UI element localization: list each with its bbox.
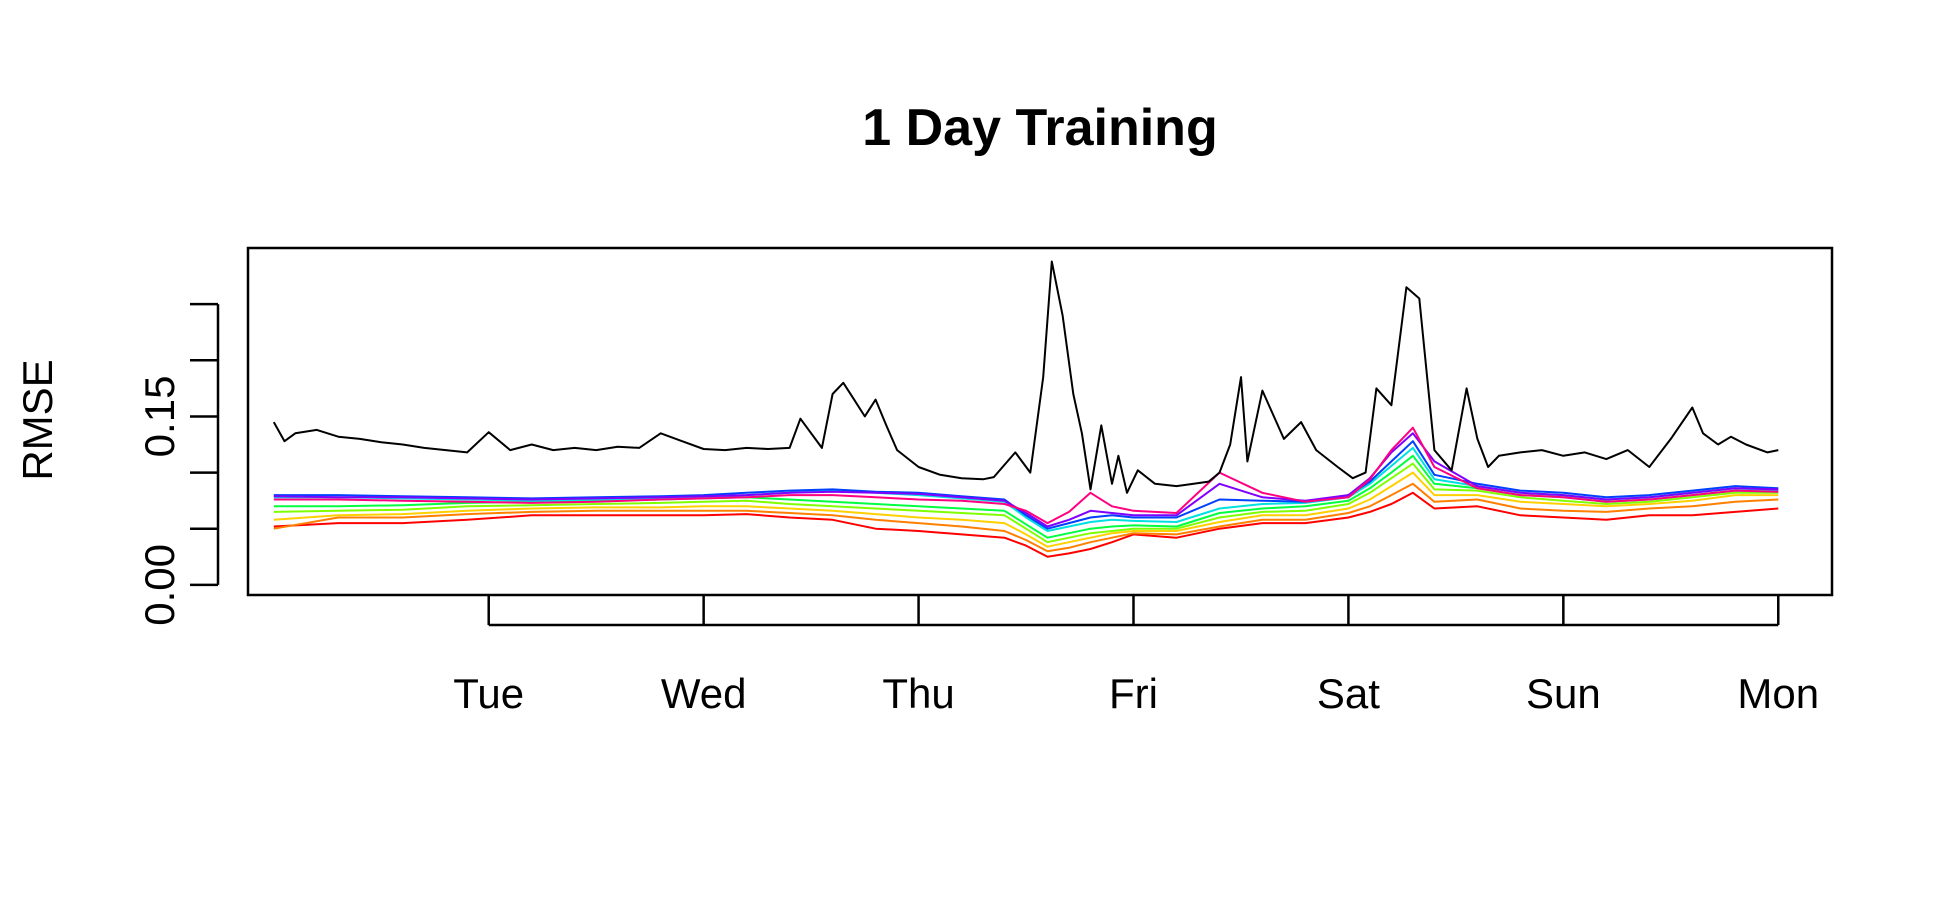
series-line-2: [273, 482, 1779, 553]
series-line-3: [273, 471, 1779, 548]
x-tick-label-thu: Thu: [882, 670, 954, 717]
x-axis: Tue Wed Thu Fri Sat Sun Mon: [453, 595, 1819, 717]
series-line-8: [273, 432, 1779, 528]
y-tick-label: 0.15: [136, 376, 183, 458]
x-tick-label-mon: Mon: [1737, 670, 1819, 717]
series-line-1: [273, 491, 1779, 558]
x-tick-label-fri: Fri: [1109, 670, 1158, 717]
plot-area-frame: [246, 246, 1834, 597]
x-tick-label-tue: Tue: [453, 670, 524, 717]
series-layer: [272, 260, 1779, 558]
y-axis: 0.00 0.15: [136, 302, 220, 626]
x-tick-label-sat: Sat: [1317, 670, 1380, 717]
series-line-0: [272, 260, 1779, 494]
series-line-9: [273, 426, 1779, 525]
y-axis-label: RMSE: [14, 359, 61, 480]
y-tick-label: 0.00: [136, 544, 183, 626]
x-tick-label-wed: Wed: [661, 670, 747, 717]
chart-title: 1 Day Training: [862, 99, 1217, 157]
series-line-4: [273, 462, 1779, 544]
series-line-7: [273, 440, 1779, 530]
x-tick-label-sun: Sun: [1526, 670, 1601, 717]
